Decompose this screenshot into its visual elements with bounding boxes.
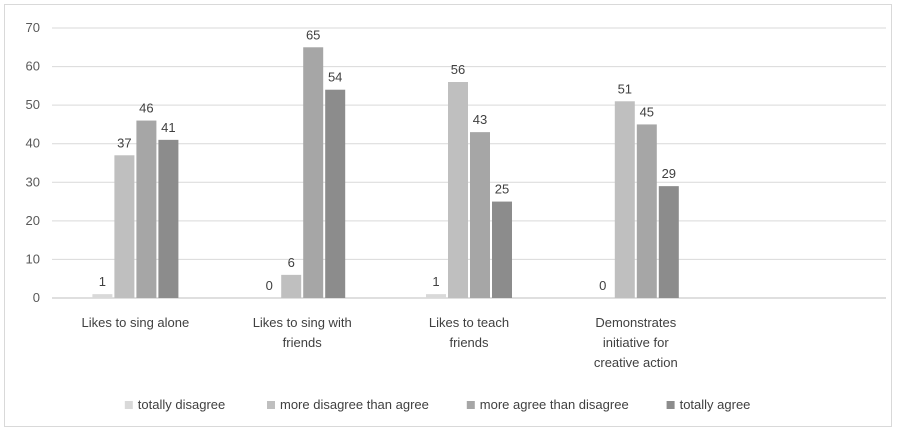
bar-3-3 <box>470 132 490 298</box>
bar-1-2 <box>114 155 135 298</box>
data-label-4-2: 51 <box>618 81 632 96</box>
bar-1-1 <box>92 294 113 298</box>
bar-4-4 <box>658 186 679 298</box>
bar-2-3 <box>303 47 324 299</box>
data-label-1-2: 37 <box>117 135 131 150</box>
y-tick-label-0: 0 <box>33 290 40 305</box>
bar-4-2 <box>614 101 635 299</box>
data-label-1-1: 1 <box>99 274 106 289</box>
category-label-1-line-1: Likes to sing alone <box>82 315 190 330</box>
y-tick-label-50: 50 <box>26 97 40 112</box>
data-label-4-3: 45 <box>640 104 654 119</box>
y-tick-label-70: 70 <box>26 20 40 35</box>
data-label-3-1: 1 <box>432 274 439 289</box>
data-label-2-2: 6 <box>288 255 295 270</box>
category-label-2-line-1: Likes to sing with <box>253 315 352 330</box>
data-label-3-4: 25 <box>495 182 509 197</box>
bar-3-2 <box>448 82 468 298</box>
bar-1-4 <box>158 139 179 298</box>
data-label-4-4: 29 <box>662 166 676 181</box>
data-label-3-3: 43 <box>473 112 487 127</box>
category-label-4-line-1: Demonstrates <box>595 315 676 330</box>
y-tick-label-40: 40 <box>26 136 40 151</box>
y-tick-label-10: 10 <box>26 251 40 266</box>
bar-2-2 <box>281 274 302 298</box>
legend-swatch-1 <box>124 401 133 409</box>
data-label-1-3: 46 <box>139 101 153 116</box>
category-label-4-line-3: creative action <box>594 355 678 370</box>
bar-4-3 <box>636 124 657 298</box>
bar-1-3 <box>136 120 157 298</box>
bar-3-1 <box>426 294 446 298</box>
data-label-1-4: 41 <box>161 120 175 135</box>
data-label-2-4: 54 <box>328 70 342 85</box>
data-label-3-2: 56 <box>451 62 465 77</box>
legend-swatch-3 <box>466 401 475 409</box>
bar-3-4 <box>492 201 512 298</box>
bar-2-4 <box>325 89 346 298</box>
y-tick-label-30: 30 <box>26 174 40 189</box>
category-label-4-line-2: initiative for <box>603 335 669 350</box>
data-label-2-3: 65 <box>306 27 320 42</box>
category-label-3-line-2: friends <box>449 335 489 350</box>
legend-label-3: more agree than disagree <box>480 397 629 412</box>
legend-label-1: totally disagree <box>138 397 225 412</box>
data-label-4-1: 0 <box>599 278 606 293</box>
y-tick-label-60: 60 <box>26 59 40 74</box>
category-label-2-line-2: friends <box>283 335 323 350</box>
legend-label-4: totally agree <box>680 397 751 412</box>
y-tick-label-20: 20 <box>26 213 40 228</box>
data-label-2-1: 0 <box>266 278 273 293</box>
legend-swatch-2 <box>267 401 275 409</box>
legend-swatch-4 <box>666 401 675 409</box>
legend-label-2: more disagree than agree <box>280 397 429 412</box>
category-label-3-line-1: Likes to teach <box>429 315 509 330</box>
